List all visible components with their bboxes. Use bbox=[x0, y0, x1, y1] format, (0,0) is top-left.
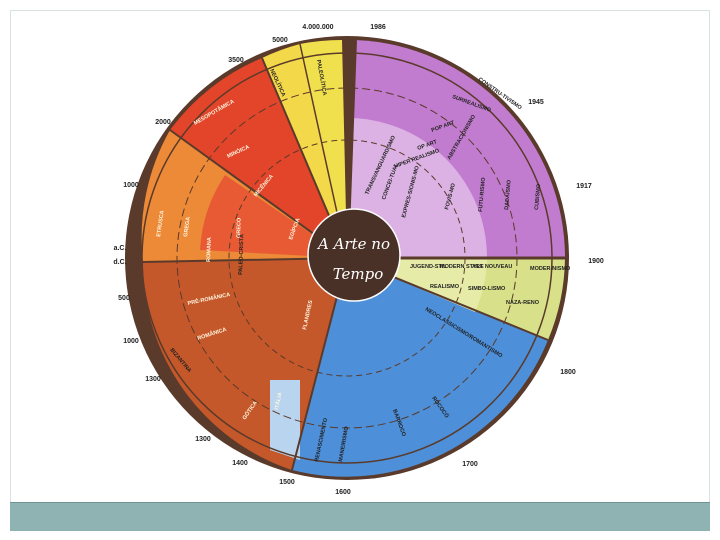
year-label-1700: 1700 bbox=[462, 461, 478, 468]
center-disc bbox=[307, 208, 401, 302]
center-title-line1: A Arte no bbox=[316, 235, 390, 253]
label-futurismo: FUTU-RISMO bbox=[478, 177, 487, 213]
year-label-1500: 1500 bbox=[279, 479, 295, 486]
footer-bar bbox=[10, 502, 710, 531]
year-label-1000-bc: 1000 bbox=[123, 182, 139, 189]
label-romana: ROMANA bbox=[206, 237, 213, 262]
label-art-nouveau: ART NOUVEAU bbox=[472, 264, 512, 270]
year-label-5000: 5000 bbox=[272, 37, 288, 44]
label-realismo: REALISMO bbox=[430, 284, 460, 290]
center-title-line2: Tempo bbox=[333, 265, 384, 283]
year-label-dc: d.C. bbox=[113, 259, 126, 266]
label-modern-style: MODERN STYLE bbox=[440, 264, 484, 270]
year-label-1900: 1900 bbox=[588, 258, 604, 265]
year-label-ac: a.C. bbox=[114, 245, 127, 252]
label-grega: GREGA bbox=[183, 216, 192, 237]
year-label-3500: 3500 bbox=[228, 57, 244, 64]
label-cubismo: CUBISMO bbox=[534, 183, 542, 210]
year-label-1300-b: 1300 bbox=[195, 436, 211, 443]
label-modernismo: MODER-NISMO bbox=[530, 266, 571, 272]
year-label-1400: 1400 bbox=[232, 460, 248, 467]
year-label-1300-a: 1300 bbox=[145, 376, 161, 383]
band-classical-inner bbox=[200, 175, 347, 258]
label-dadaismo: DADAÍSMO bbox=[502, 179, 513, 210]
year-label-1986: 1986 bbox=[370, 24, 386, 31]
label-jugendstil: JUGEND-STIL bbox=[410, 264, 447, 270]
year-label-1917: 1917 bbox=[576, 183, 592, 190]
year-label-2000: 2000 bbox=[155, 119, 171, 126]
label-etrusca: ETRUSCA bbox=[156, 210, 166, 237]
year-label-1945: 1945 bbox=[528, 99, 544, 106]
year-label-1800: 1800 bbox=[560, 369, 576, 376]
year-label-1000-ad: 1000 bbox=[123, 338, 139, 345]
label-paleo-crista: PALEO-CRISTÃ bbox=[237, 234, 245, 275]
sector-ancient-orient bbox=[170, 58, 347, 258]
year-label-500: 500 bbox=[118, 295, 130, 302]
band-renaissance bbox=[270, 380, 300, 460]
label-naza-reno: NAZA-RENO bbox=[506, 300, 540, 306]
sector-neolithic bbox=[262, 44, 347, 258]
label-italia: ITÁLIA bbox=[273, 392, 284, 411]
year-label-4000000: 4.000.000 bbox=[302, 24, 333, 31]
label-greco: GRECO bbox=[236, 217, 243, 238]
year-label-1600: 1600 bbox=[335, 489, 351, 496]
label-simbolismo: SIMBO-LISMO bbox=[468, 286, 506, 292]
sector-early-modern bbox=[292, 258, 548, 477]
